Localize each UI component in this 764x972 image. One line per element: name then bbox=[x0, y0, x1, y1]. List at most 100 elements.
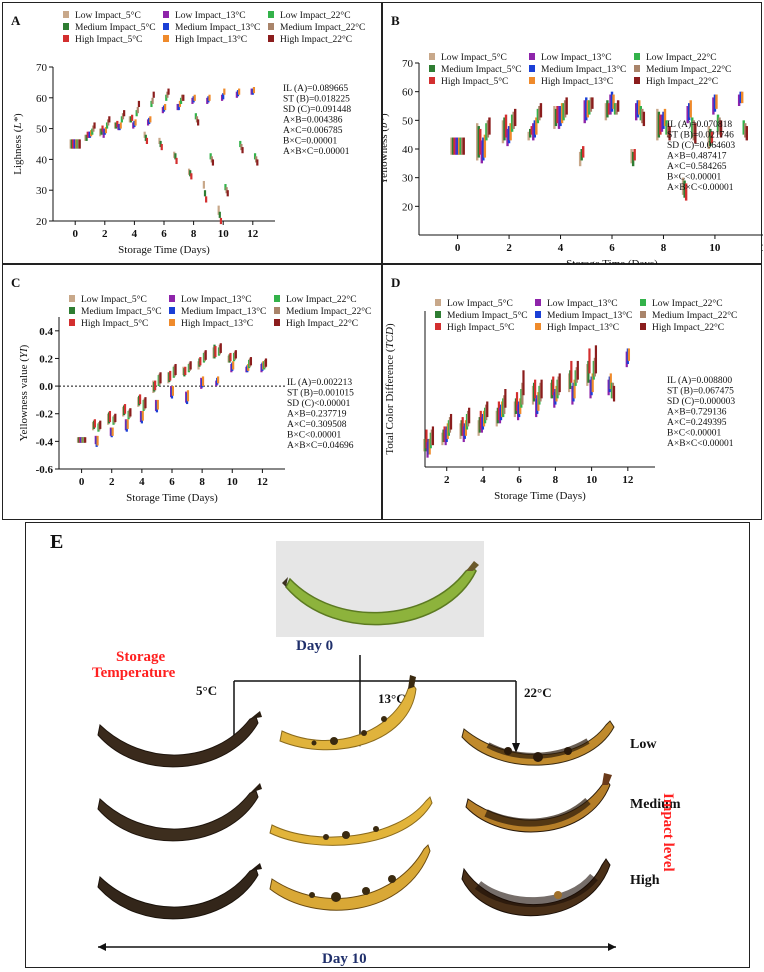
legend-swatch bbox=[429, 53, 435, 60]
bar-7-6 bbox=[615, 103, 618, 115]
banana-22c-medium bbox=[465, 773, 612, 833]
bar-8-11 bbox=[241, 147, 244, 154]
bar-6-6 bbox=[165, 94, 168, 101]
bar-4-0 bbox=[74, 139, 77, 149]
x-tick-label: 2 bbox=[444, 474, 450, 486]
legend-label: High Impact_22°C bbox=[280, 34, 352, 45]
y-tick-label: 30 bbox=[402, 173, 414, 185]
bar-5-5 bbox=[156, 399, 159, 410]
chart-b-bars bbox=[450, 91, 748, 201]
bar-4-9 bbox=[207, 96, 210, 103]
chart-d-x-label: Storage Time (Days) bbox=[494, 490, 586, 502]
bar-1-3 bbox=[529, 128, 532, 138]
banana-5c-medium bbox=[97, 783, 262, 842]
stat-line: B×C<0.00001 bbox=[667, 429, 722, 439]
bar-5-8 bbox=[201, 376, 205, 387]
bar-6-8 bbox=[665, 120, 668, 135]
bar-2-8 bbox=[570, 360, 573, 383]
banana-22c-high bbox=[461, 858, 611, 917]
bar-8-3 bbox=[123, 110, 126, 117]
bar-7-5 bbox=[589, 97, 593, 112]
bar-0-1 bbox=[476, 123, 479, 161]
bar-7-11 bbox=[240, 144, 243, 151]
legend-label: Medium Impact_22°C bbox=[652, 310, 737, 321]
chart-d-panel-label: D bbox=[391, 275, 400, 290]
legend-label: High Impact_5°C bbox=[81, 318, 148, 329]
chart-a-bars bbox=[69, 87, 259, 225]
x-tick-label: 6 bbox=[609, 242, 615, 254]
bar-8-6 bbox=[540, 379, 543, 399]
bar-5-11 bbox=[627, 348, 631, 361]
bar-2-9 bbox=[205, 196, 208, 203]
bar-5-2 bbox=[111, 427, 114, 436]
x-tick-label: 8 bbox=[661, 242, 667, 254]
bar-8-11 bbox=[249, 357, 253, 366]
bar-5-11 bbox=[238, 88, 241, 95]
bar-7-12 bbox=[255, 156, 258, 163]
bar-0-6 bbox=[158, 137, 161, 144]
bar-7-8 bbox=[666, 123, 670, 138]
legend-label: Medium Impact_13°C bbox=[175, 22, 260, 33]
bar-2-1 bbox=[86, 131, 89, 138]
bar-8-3 bbox=[539, 103, 543, 118]
stat-line: IL (A)=0.089665 bbox=[283, 83, 348, 94]
bar-2-4 bbox=[131, 114, 134, 121]
bar-4-2 bbox=[507, 126, 511, 144]
stat-line: A×B×C<0.00001 bbox=[667, 439, 734, 449]
x-tick-label: 8 bbox=[191, 228, 197, 240]
x-tick-label: 10 bbox=[709, 242, 721, 254]
panel-b-yellowness-chart: B Low Impact_5°C Medium Impact_5°C High Imp… bbox=[382, 2, 763, 265]
stat-line: B×C=0.00001 bbox=[283, 137, 338, 147]
bar-3-0 bbox=[72, 139, 76, 149]
bar-5-11 bbox=[740, 91, 744, 104]
bar-6-4 bbox=[135, 110, 138, 117]
legend-swatch bbox=[634, 77, 640, 84]
bar-2-10 bbox=[219, 217, 223, 225]
bar-4-10 bbox=[713, 94, 717, 112]
bar-8-8 bbox=[197, 119, 200, 126]
x-tick-label: 10 bbox=[227, 476, 239, 488]
bar-5-8 bbox=[573, 379, 576, 399]
bar-7-5 bbox=[151, 97, 154, 104]
bar-2-1 bbox=[479, 128, 482, 155]
bar-3-2 bbox=[102, 128, 105, 138]
bar-5-4 bbox=[141, 410, 144, 421]
bar-3-4 bbox=[557, 106, 561, 129]
legend-label: High Impact_13°C bbox=[175, 34, 247, 45]
legend-label: High Impact_5°C bbox=[447, 322, 514, 333]
banana-5c-low bbox=[97, 711, 262, 768]
bar-5-6 bbox=[164, 103, 167, 111]
bar-5-8 bbox=[663, 108, 667, 127]
bar-7-2 bbox=[107, 119, 110, 126]
bar-8-4 bbox=[137, 100, 141, 108]
legend-swatch bbox=[63, 23, 69, 30]
y-tick-label: -0.6 bbox=[36, 464, 54, 476]
bar-4-5 bbox=[148, 117, 151, 124]
banana-5c-high bbox=[97, 863, 262, 920]
stat-line: A×C=0.006785 bbox=[283, 126, 343, 136]
stat-line: B×C<0.00001 bbox=[287, 431, 342, 441]
y-tick-label: 50 bbox=[36, 124, 48, 136]
bar-8-5 bbox=[522, 370, 525, 396]
bar-2-5 bbox=[154, 380, 157, 391]
x-tick-label: 0 bbox=[79, 476, 85, 488]
bar-3-7 bbox=[176, 103, 179, 111]
x-tick-label: 10 bbox=[586, 474, 598, 486]
bar-6-8 bbox=[194, 113, 197, 120]
legend-swatch bbox=[169, 319, 175, 326]
temp-5c-label: 5°C bbox=[196, 683, 218, 698]
bar-8-1 bbox=[449, 413, 453, 430]
bar-4-1 bbox=[482, 137, 485, 161]
bar-4-12 bbox=[251, 88, 254, 95]
y-tick-label: 60 bbox=[402, 87, 414, 99]
bar-6-7 bbox=[179, 97, 183, 104]
stat-line: ST (B)=0.021746 bbox=[667, 130, 734, 141]
bar-6-2 bbox=[105, 122, 109, 129]
bar-0-8 bbox=[656, 108, 659, 141]
bar-2-6 bbox=[534, 379, 537, 399]
x-tick-label: 4 bbox=[139, 476, 145, 488]
bar-0-4 bbox=[553, 106, 556, 129]
impact-low-label: Low bbox=[630, 737, 657, 752]
day0-photo-frame bbox=[276, 541, 484, 637]
